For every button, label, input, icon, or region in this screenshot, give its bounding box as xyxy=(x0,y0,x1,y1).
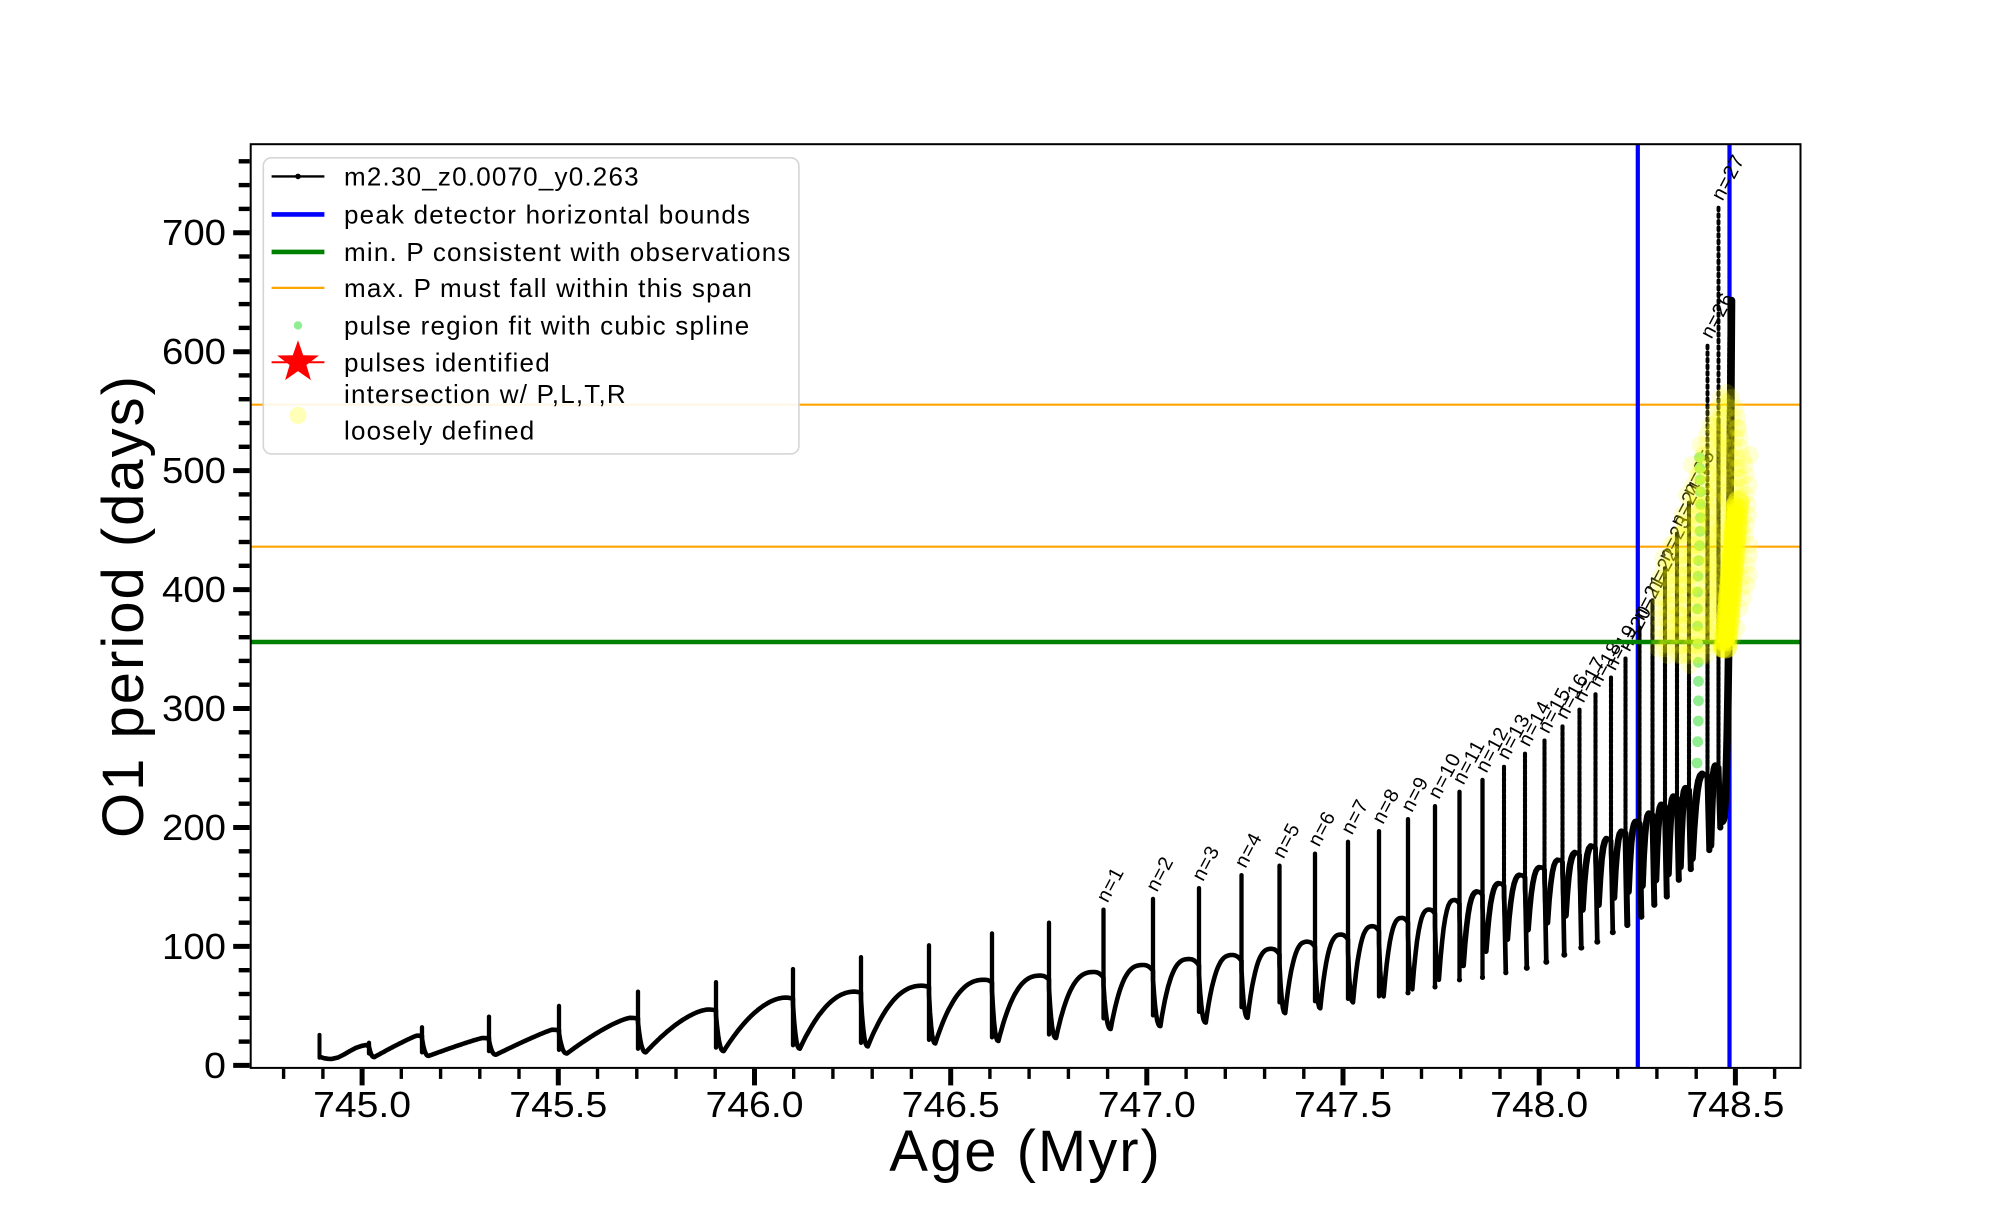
svg-text:pulse region fit with cubic sp: pulse region fit with cubic spline xyxy=(344,311,750,341)
svg-text:746.0: 746.0 xyxy=(706,1084,804,1125)
svg-text:m2.30_z0.0070_y0.263: m2.30_z0.0070_y0.263 xyxy=(344,162,640,192)
svg-text:748.5: 748.5 xyxy=(1686,1084,1784,1125)
svg-text:500: 500 xyxy=(162,450,226,491)
svg-text:600: 600 xyxy=(162,331,226,372)
svg-text:747.5: 747.5 xyxy=(1294,1084,1392,1125)
svg-text:300: 300 xyxy=(162,688,226,729)
svg-text:loosely defined: loosely defined xyxy=(344,416,535,446)
svg-text:O1 period (days): O1 period (days) xyxy=(91,374,156,838)
svg-text:745.0: 745.0 xyxy=(313,1084,411,1125)
svg-text:747.0: 747.0 xyxy=(1098,1084,1196,1125)
svg-text:pulses identified: pulses identified xyxy=(344,348,551,378)
svg-text:700: 700 xyxy=(162,212,226,253)
svg-text:min. P consistent with observa: min. P consistent with observations xyxy=(344,237,792,267)
svg-text:100: 100 xyxy=(162,926,226,967)
svg-text:748.0: 748.0 xyxy=(1490,1084,1588,1125)
svg-text:400: 400 xyxy=(162,569,226,610)
svg-text:200: 200 xyxy=(162,807,226,848)
svg-text:intersection w/ P,L,T,R: intersection w/ P,L,T,R xyxy=(344,379,627,409)
svg-text:745.5: 745.5 xyxy=(509,1084,607,1125)
svg-text:max. P must fall within this s: max. P must fall within this span xyxy=(344,273,753,303)
svg-text:746.5: 746.5 xyxy=(902,1084,1000,1125)
svg-text:0: 0 xyxy=(204,1045,226,1086)
svg-text:peak detector horizontal bound: peak detector horizontal bounds xyxy=(344,200,751,230)
svg-text:Age (Myr): Age (Myr) xyxy=(889,1119,1162,1184)
